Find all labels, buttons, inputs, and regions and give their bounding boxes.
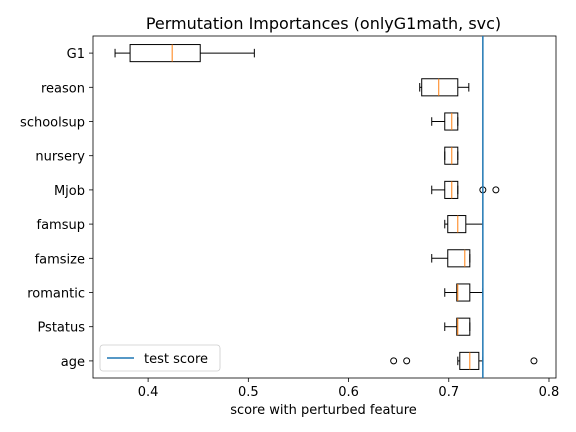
box [447, 249, 471, 268]
x-tick-label: 0.6 [338, 385, 359, 400]
plot-area-frame [92, 35, 557, 379]
y-tick-label-famsize: famsize [35, 252, 85, 267]
outlier-point [403, 357, 411, 365]
x-axis-label: score with perturbed feature [230, 403, 417, 418]
boxplot-nursery [444, 146, 459, 165]
box [447, 215, 467, 234]
x-tick-label: 0.7 [438, 385, 459, 400]
boxes-layer [114, 44, 538, 370]
legend-label-test-score: test score [144, 352, 208, 367]
outlier-point [390, 357, 398, 365]
box [444, 146, 459, 165]
y-tick-label-Pstatus: Pstatus [37, 321, 85, 336]
outlier-point [492, 186, 500, 194]
boxplot-age [390, 351, 538, 370]
y-tick-label-G1: G1 [67, 47, 85, 62]
boxplot-reason [419, 78, 470, 97]
y-ticks: G1 reason schoolsup nursery Mjob famsup famsiz… [20, 47, 93, 370]
y-tick-label-Mjob: Mjob [54, 184, 85, 199]
y-tick-label-romantic: romantic [27, 287, 85, 302]
outlier-point [530, 357, 538, 365]
y-tick-label-schoolsup: schoolsup [20, 116, 85, 131]
chart-title: Permutation Importances (onlyG1math, svc… [146, 14, 501, 33]
x-tick-label: 0.8 [539, 385, 560, 400]
y-tick-label-nursery: nursery [35, 150, 85, 165]
x-tick-label: 0.5 [238, 385, 259, 400]
x-tick-label: 0.4 [138, 385, 159, 400]
legend: test score [99, 344, 221, 372]
boxplot-schoolsup [431, 112, 459, 131]
box [456, 317, 471, 336]
boxplot-Mjob [431, 180, 500, 199]
boxplot-famsup [444, 215, 484, 234]
box [421, 78, 459, 97]
y-tick-label-age: age [61, 355, 85, 370]
y-tick-label-famsup: famsup [37, 218, 85, 233]
boxplot-Pstatus [444, 317, 471, 336]
box [129, 44, 201, 63]
box [444, 180, 459, 199]
box [459, 351, 480, 370]
boxplot-G1 [114, 44, 255, 63]
boxplot-famsize [431, 249, 471, 268]
box [456, 283, 471, 302]
boxplot-romantic [444, 283, 484, 302]
box [444, 112, 459, 131]
y-tick-label-reason: reason [41, 81, 85, 96]
legend-frame [99, 344, 221, 372]
x-ticks: 0.4 0.5 0.6 0.7 0.8 [138, 378, 560, 400]
